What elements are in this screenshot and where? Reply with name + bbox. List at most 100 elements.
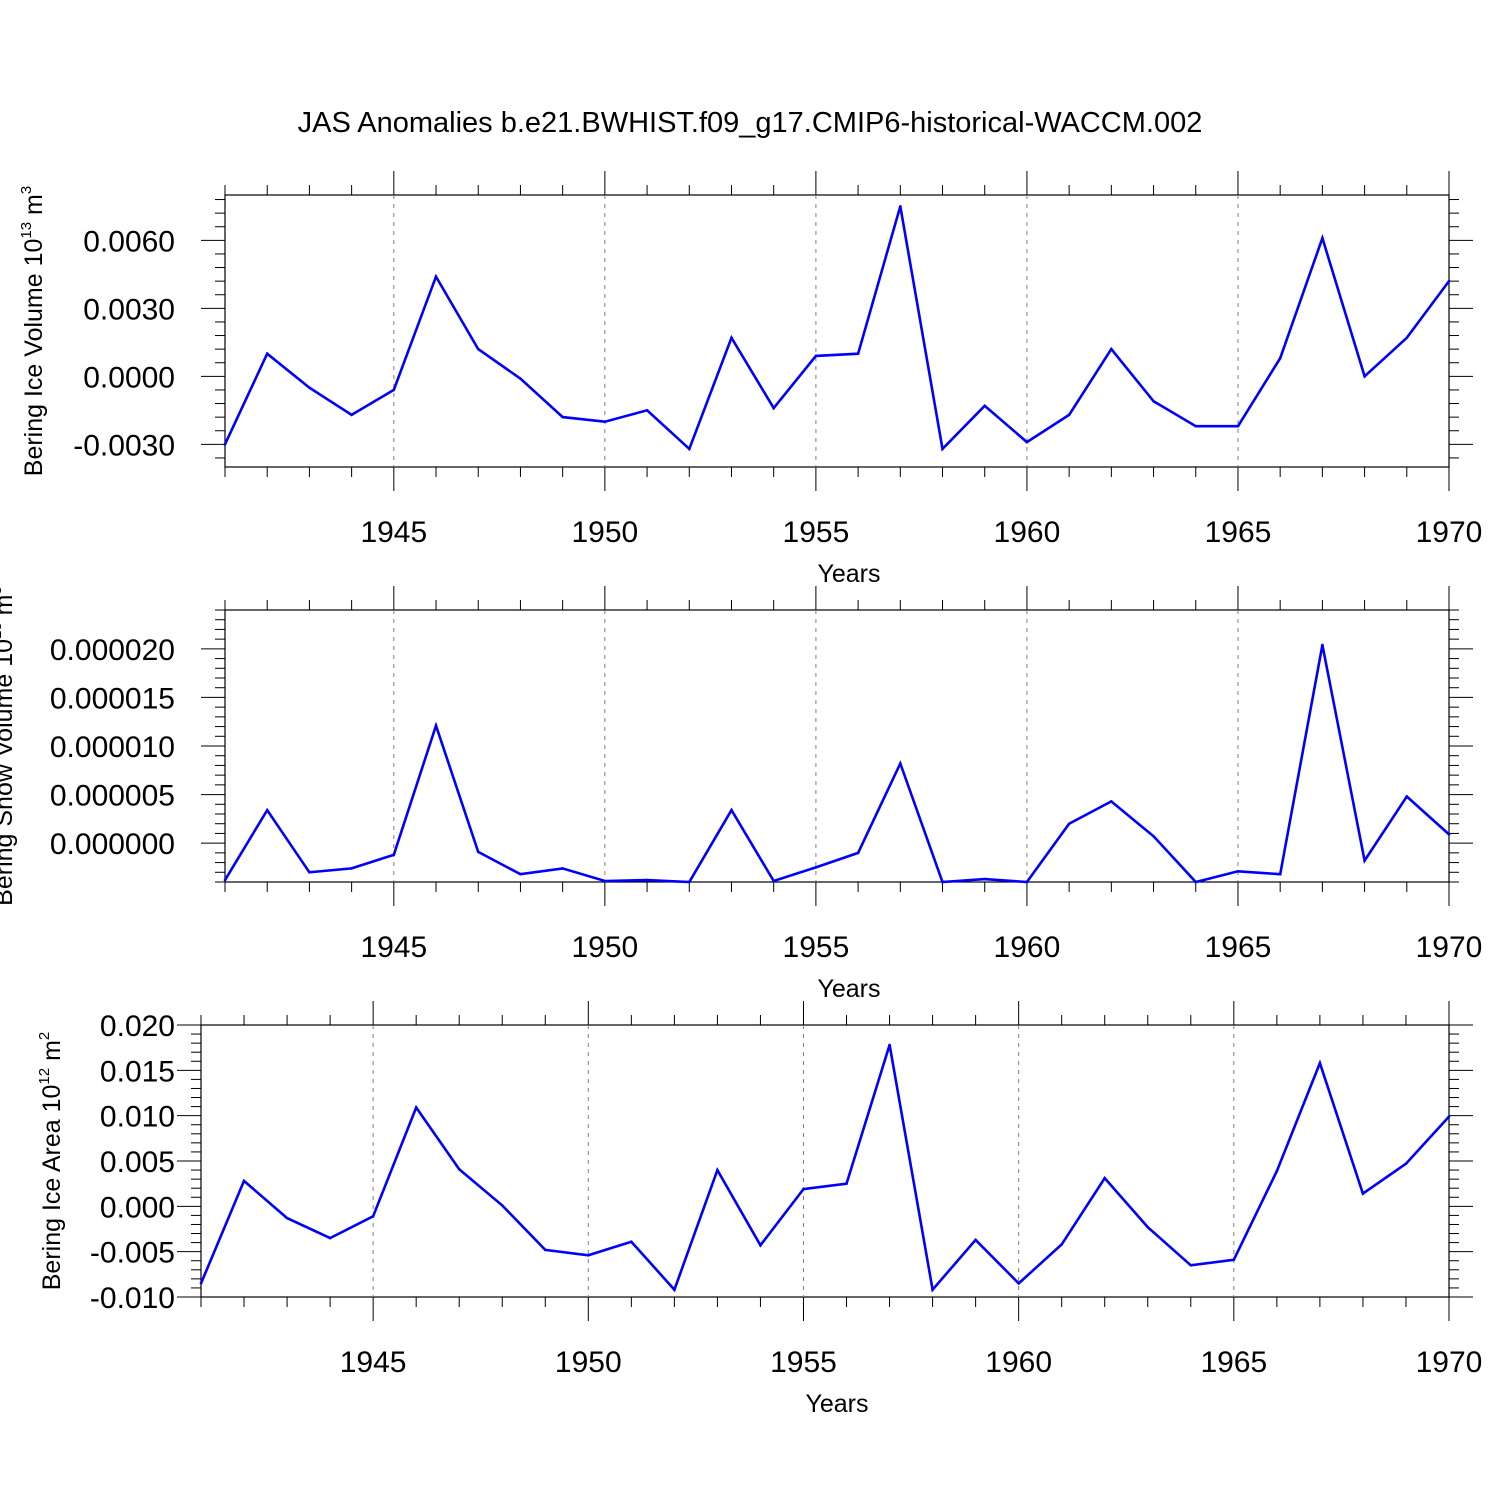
data-point — [1152, 399, 1155, 403]
data-point — [392, 388, 396, 392]
data-point — [1194, 880, 1198, 884]
y-axis-label-unit: m — [20, 194, 48, 222]
y-axis-label-text: Bering Ice Area 10 — [38, 1085, 66, 1291]
data-point — [561, 415, 564, 419]
data-point — [265, 808, 269, 812]
y-axis-label-exponent: 13 — [18, 222, 35, 239]
series-line — [223, 644, 1450, 884]
data-point — [265, 352, 269, 355]
data-point — [1146, 1225, 1150, 1229]
data-point — [730, 808, 733, 812]
x-tick-label: 1965 — [1205, 516, 1272, 549]
x-tick-label: 1960 — [994, 931, 1061, 964]
data-point — [1103, 1176, 1107, 1180]
y-tick-label: 0.010 — [100, 1101, 175, 1134]
data-point — [941, 447, 944, 451]
data-point — [802, 1187, 805, 1191]
data-point — [371, 1215, 375, 1218]
data-point — [308, 870, 311, 874]
y-tick-label: 0.0060 — [83, 225, 175, 258]
y-tick-label: 0.000000 — [50, 828, 175, 861]
data-point — [716, 1168, 719, 1172]
data-point — [457, 1167, 461, 1171]
y-tick-label: 0.000020 — [50, 634, 175, 667]
y-axis-label: Bering Snow Volume 1013 m3 — [0, 586, 18, 906]
y-tick-label: -0.005 — [90, 1237, 175, 1270]
y-axis-label: Bering Ice Volume 1013 m3 — [18, 186, 48, 476]
y-axis-label-unit-exponent: 3 — [0, 586, 5, 594]
data-point — [1017, 1282, 1020, 1285]
y-tick-label: 0.0000 — [83, 361, 175, 394]
x-tick-label: 1945 — [360, 931, 427, 964]
data-point — [1447, 833, 1451, 836]
y-axis-label-unit: m — [0, 595, 18, 623]
data-point — [519, 872, 522, 876]
y-axis-label-unit: m — [38, 1040, 66, 1068]
x-tick-label: 1960 — [985, 1346, 1052, 1379]
data-point — [1321, 643, 1324, 647]
data-point — [1363, 859, 1366, 862]
data-point — [1067, 822, 1071, 826]
data-point — [308, 386, 311, 389]
data-point — [328, 1236, 332, 1240]
data-point — [1060, 1243, 1063, 1246]
data-point — [888, 1043, 891, 1047]
figure-title: JAS Anomalies b.e21.BWHIST.f09_g17.CMIP6… — [298, 107, 1203, 139]
data-point — [242, 1179, 246, 1183]
data-point — [974, 1238, 977, 1242]
data-point — [1405, 795, 1409, 798]
x-tick-label: 1950 — [571, 516, 638, 549]
data-point — [1025, 880, 1029, 884]
data-point — [500, 1204, 504, 1207]
data-point — [941, 880, 944, 884]
data-point — [587, 1253, 590, 1257]
x-tick-label: 1955 — [783, 931, 850, 964]
data-point — [1189, 1263, 1193, 1267]
y-tick-label: 0.000005 — [50, 780, 175, 813]
data-point — [414, 1106, 418, 1109]
data-point — [673, 1288, 676, 1292]
data-point — [1405, 336, 1409, 340]
y-tick-label: 0.000015 — [50, 682, 175, 715]
x-tick-label: 1945 — [360, 516, 427, 549]
data-point — [1318, 1061, 1322, 1065]
data-point — [1363, 375, 1366, 378]
data-point — [1110, 800, 1113, 803]
data-point — [1404, 1162, 1408, 1166]
plot-frame — [224, 194, 1450, 468]
data-point — [1447, 1115, 1451, 1118]
data-point — [1321, 236, 1324, 240]
y-axis-label-unit-exponent: 3 — [18, 186, 35, 194]
data-point — [476, 347, 480, 351]
x-tick-label: 1965 — [1205, 931, 1272, 964]
x-tick-label: 1945 — [340, 1346, 407, 1379]
data-point — [730, 336, 733, 340]
series-line — [199, 1044, 1450, 1293]
x-tick-label: 1955 — [783, 516, 850, 549]
y-tick-label: 0.020 — [100, 1010, 175, 1043]
y-tick-label: 0.005 — [100, 1146, 175, 1179]
data-point — [1110, 347, 1113, 351]
data-point — [856, 851, 860, 855]
data-point — [983, 404, 987, 408]
y-tick-label: 0.0030 — [83, 293, 175, 326]
data-point — [1278, 872, 1282, 876]
x-tick-label: 1970 — [1416, 931, 1483, 964]
panel-1: 1945 1950 1955 1960 1965 1970 Years -0.0030 0.00… — [18, 171, 1482, 588]
data-point — [759, 1244, 762, 1247]
y-axis-label-exponent: 13 — [0, 622, 5, 639]
panel-2: 1945 1950 1955 1960 1965 1970 Years 0.000000 0.0… — [0, 586, 1482, 1003]
x-tick-label: 1970 — [1416, 1346, 1483, 1379]
data-point — [899, 205, 902, 208]
data-point — [1236, 870, 1240, 873]
data-point — [856, 352, 860, 355]
y-axis-label-exponent: 12 — [36, 1068, 53, 1085]
data-point — [814, 866, 818, 869]
data-point — [899, 762, 902, 765]
y-axis-label-unit-exponent: 2 — [36, 1032, 53, 1040]
data-point — [1447, 279, 1451, 283]
data-point — [1361, 1192, 1365, 1195]
y-axis-label-text: Bering Snow Volume 10 — [0, 639, 18, 906]
